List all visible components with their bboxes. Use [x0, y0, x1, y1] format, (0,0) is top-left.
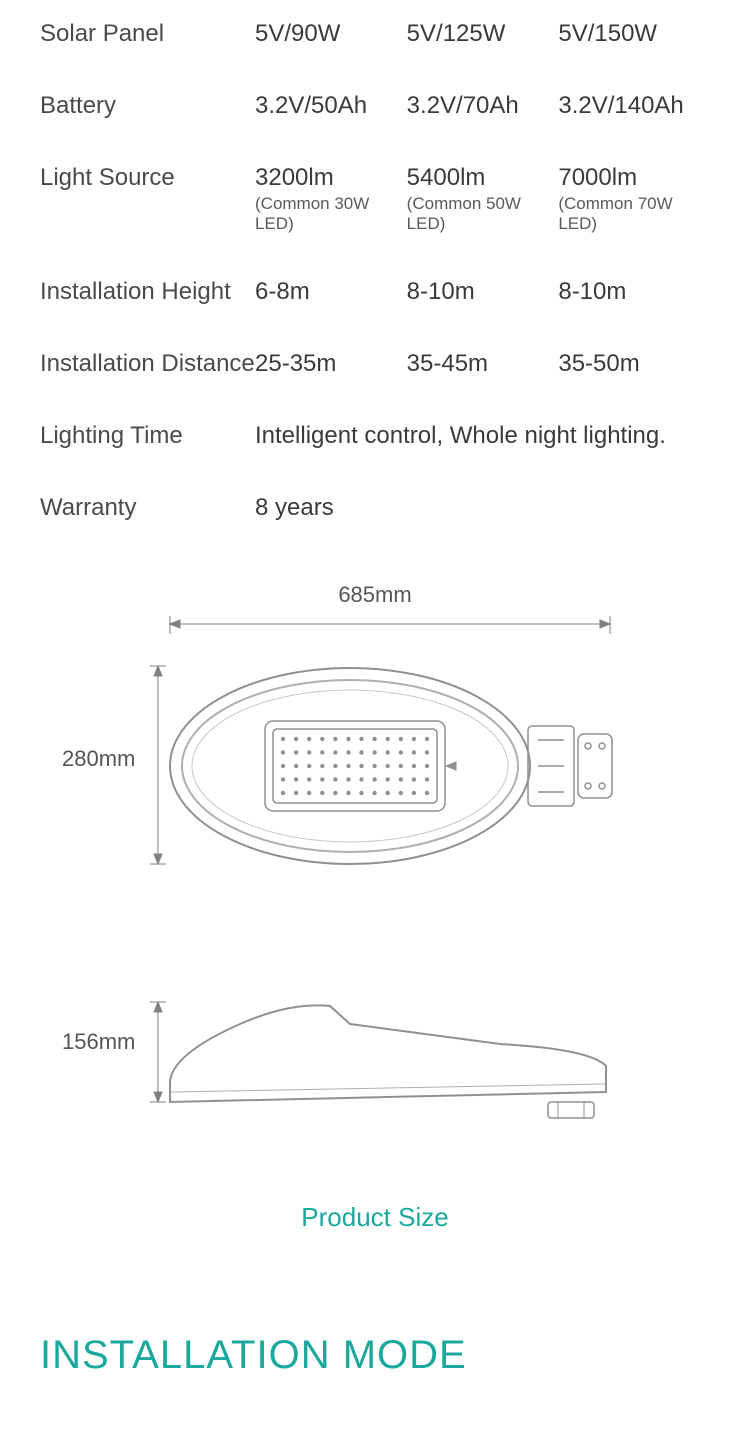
- spec-values: 6-8m 8-10m 8-10m: [255, 278, 710, 306]
- spec-value-main: 5400lm: [407, 164, 486, 191]
- spec-row-lighting-time: Lighting Time Intelligent control, Whole…: [40, 422, 710, 450]
- spec-label: Installation Height: [40, 278, 255, 306]
- spec-row-warranty: Warranty 8 years: [40, 494, 710, 522]
- spec-row-battery: Battery 3.2V/50Ah 3.2V/70Ah 3.2V/140Ah: [40, 92, 710, 120]
- spec-value: 35-50m: [558, 350, 710, 378]
- spec-value: 5V/125W: [407, 20, 559, 48]
- spec-value-full: 8 years: [255, 494, 334, 522]
- spec-row-install-height: Installation Height 6-8m 8-10m 8-10m: [40, 278, 710, 306]
- spec-value-full: Intelligent control, Whole night lightin…: [255, 422, 666, 450]
- spec-label: Light Source: [40, 164, 255, 192]
- product-size-title: Product Size: [0, 1202, 750, 1233]
- spec-value: 3200lm (Common 30W LED): [255, 164, 407, 234]
- spec-value: 8-10m: [407, 278, 559, 306]
- spec-value: 3.2V/50Ah: [255, 92, 407, 120]
- spec-label: Installation Distance: [40, 350, 255, 378]
- spec-label: Solar Panel: [40, 20, 255, 48]
- dimension-width-label: 685mm: [0, 582, 750, 608]
- spec-value: 7000lm (Common 70W LED): [558, 164, 710, 234]
- spec-value-main: 7000lm: [558, 164, 637, 191]
- product-diagram-area: 685mm 280mm 156mm: [0, 582, 750, 1182]
- dimension-height-label: 280mm: [62, 746, 135, 772]
- spec-value-sub: (Common 30W LED): [255, 194, 407, 234]
- spec-value: 3.2V/140Ah: [558, 92, 710, 120]
- product-top-view-drawing: [150, 606, 630, 886]
- dimension-depth-label: 156mm: [62, 1029, 135, 1055]
- spec-values: 3200lm (Common 30W LED) 5400lm (Common 5…: [255, 164, 710, 234]
- spec-value: 3.2V/70Ah: [407, 92, 559, 120]
- spec-value: 35-45m: [407, 350, 559, 378]
- spec-table: Solar Panel 5V/90W 5V/125W 5V/150W Batte…: [0, 0, 750, 522]
- spec-value: 5V/150W: [558, 20, 710, 48]
- product-side-view-drawing: [150, 984, 630, 1144]
- spec-values: 25-35m 35-45m 35-50m: [255, 350, 710, 378]
- spec-value-sub: (Common 70W LED): [558, 194, 710, 234]
- spec-value: 5V/90W: [255, 20, 407, 48]
- spec-label: Battery: [40, 92, 255, 120]
- spec-row-solar-panel: Solar Panel 5V/90W 5V/125W 5V/150W: [40, 20, 710, 48]
- spec-value: 8-10m: [558, 278, 710, 306]
- spec-value-sub: (Common 50W LED): [407, 194, 559, 234]
- installation-mode-heading: INSTALLATION MODE: [0, 1333, 750, 1378]
- spec-value: 6-8m: [255, 278, 407, 306]
- spec-value: 5400lm (Common 50W LED): [407, 164, 559, 234]
- spec-label: Lighting Time: [40, 422, 255, 450]
- spec-values: 3.2V/50Ah 3.2V/70Ah 3.2V/140Ah: [255, 92, 710, 120]
- spec-values: 5V/90W 5V/125W 5V/150W: [255, 20, 710, 48]
- spec-row-light-source: Light Source 3200lm (Common 30W LED) 540…: [40, 164, 710, 234]
- spec-row-install-distance: Installation Distance 25-35m 35-45m 35-5…: [40, 350, 710, 378]
- spec-value-main: 3200lm: [255, 164, 334, 191]
- spec-value: 25-35m: [255, 350, 407, 378]
- spec-label: Warranty: [40, 494, 255, 522]
